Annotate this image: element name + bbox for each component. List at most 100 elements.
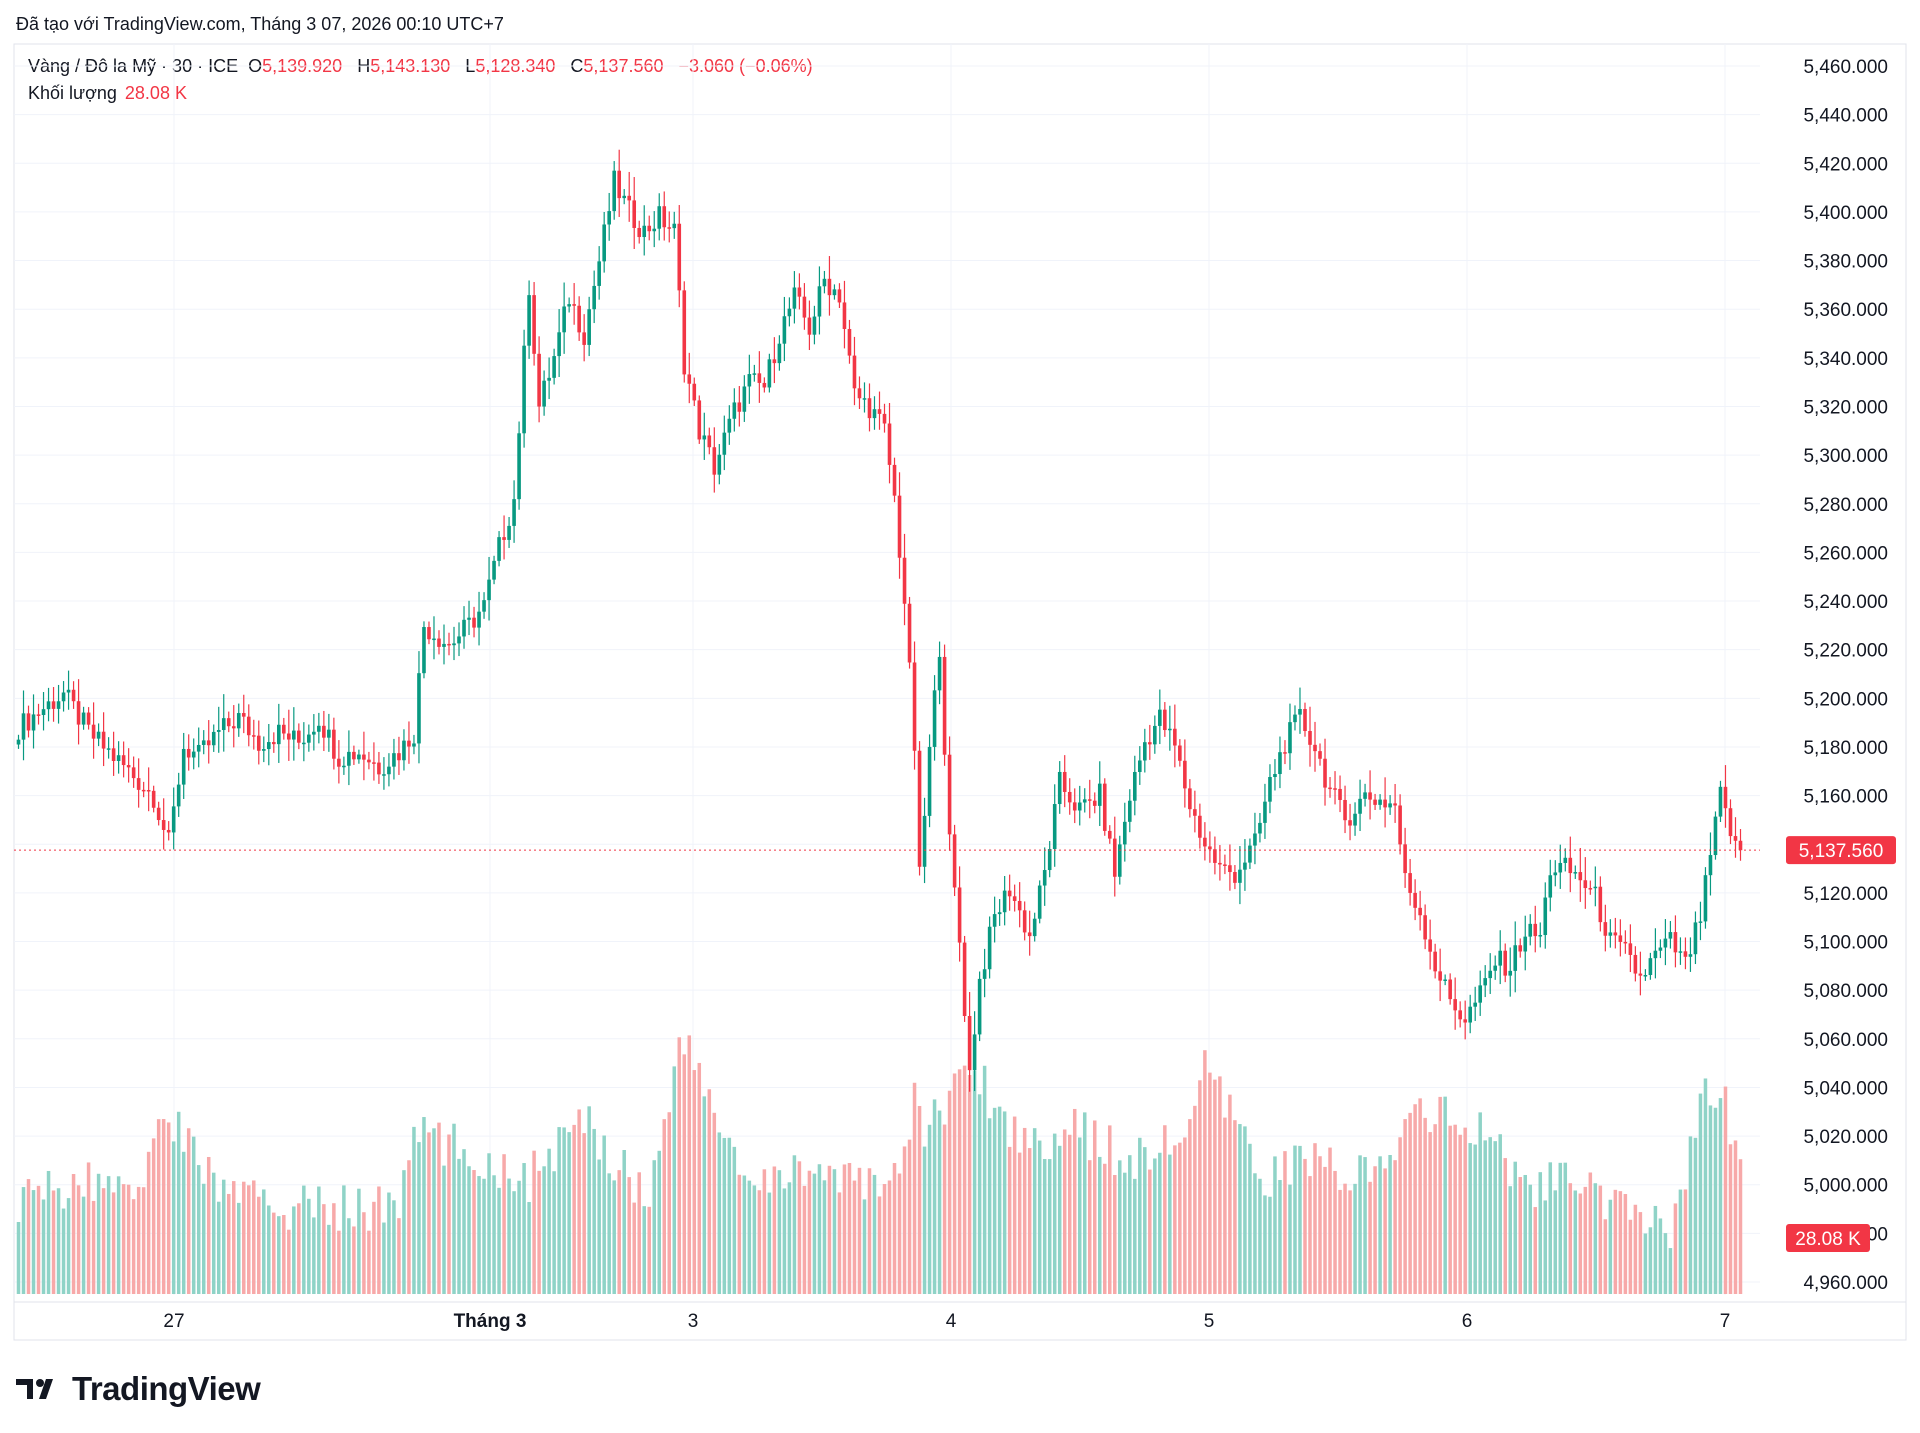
volume-bar bbox=[762, 1169, 767, 1294]
candle-body bbox=[372, 762, 376, 764]
volume-bar bbox=[412, 1126, 416, 1294]
candle-body bbox=[1708, 855, 1713, 876]
volume-bar bbox=[982, 1065, 987, 1294]
volume-bar bbox=[1393, 1160, 1397, 1294]
volume-label[interactable]: Khối lượng bbox=[28, 83, 117, 103]
candle-body bbox=[307, 734, 311, 743]
volume-bar bbox=[562, 1127, 566, 1294]
candle-body bbox=[867, 398, 872, 419]
volume-bar bbox=[1518, 1177, 1522, 1294]
volume-bar bbox=[522, 1163, 526, 1294]
candle-body bbox=[412, 743, 416, 747]
candle-body bbox=[1178, 745, 1182, 761]
volume-bar bbox=[667, 1112, 672, 1294]
candle-body bbox=[51, 701, 56, 709]
candle-body bbox=[607, 211, 611, 225]
volume-bar bbox=[131, 1199, 136, 1294]
candle-body bbox=[427, 627, 431, 640]
volume-bar bbox=[307, 1198, 311, 1294]
volume-bar bbox=[1538, 1172, 1543, 1294]
volume-bar bbox=[852, 1180, 857, 1294]
volume-bar bbox=[592, 1128, 596, 1294]
candle-body bbox=[972, 1034, 977, 1071]
volume-bar bbox=[166, 1122, 171, 1294]
candle-body bbox=[1343, 799, 1347, 821]
candle-body bbox=[201, 740, 206, 745]
volume-bar bbox=[827, 1165, 832, 1294]
volume-bar bbox=[367, 1230, 371, 1294]
volume-bar bbox=[1057, 1145, 1062, 1294]
volume-bar bbox=[732, 1146, 737, 1294]
candle-body bbox=[186, 748, 191, 758]
volume-bar bbox=[1373, 1166, 1377, 1294]
candle-body bbox=[1498, 950, 1503, 966]
candle-body bbox=[352, 751, 356, 760]
volume-bar bbox=[327, 1224, 331, 1294]
volume-bar bbox=[867, 1168, 872, 1294]
volume-bar bbox=[1263, 1195, 1267, 1294]
volume-bar bbox=[41, 1199, 46, 1294]
candle-body bbox=[1022, 910, 1027, 933]
candle-body bbox=[266, 742, 271, 750]
candle-body bbox=[502, 537, 506, 540]
candle-body bbox=[737, 402, 742, 412]
volume-bar bbox=[947, 1090, 952, 1294]
volume-bar bbox=[1503, 1158, 1507, 1294]
y-tick-label: 5,180.000 bbox=[1803, 738, 1888, 759]
candle-body bbox=[1082, 799, 1087, 803]
volume-bar bbox=[237, 1202, 241, 1294]
candle-body bbox=[367, 759, 371, 763]
volume-bar bbox=[1638, 1212, 1643, 1294]
volume-bar bbox=[597, 1159, 601, 1294]
volume-bar bbox=[272, 1212, 276, 1294]
candle-body bbox=[557, 332, 561, 357]
candle-body bbox=[1062, 771, 1067, 792]
volume-bar bbox=[201, 1183, 206, 1294]
volume-bar bbox=[702, 1096, 707, 1294]
volume-bar bbox=[952, 1073, 957, 1294]
candle-body bbox=[697, 400, 702, 440]
candle-body bbox=[942, 656, 947, 755]
candle-body bbox=[567, 304, 571, 307]
tradingview-logo[interactable]: TradingView bbox=[16, 1370, 261, 1408]
volume-bar bbox=[337, 1230, 341, 1294]
volume-bar bbox=[557, 1127, 561, 1294]
candle-body bbox=[116, 755, 121, 762]
candle-body bbox=[1303, 708, 1307, 732]
candle-body bbox=[1037, 885, 1042, 919]
candle-body bbox=[1117, 844, 1122, 877]
candle-body bbox=[447, 643, 451, 646]
candle-body bbox=[1218, 862, 1222, 865]
candle-body bbox=[1052, 804, 1057, 850]
volume-bar bbox=[697, 1062, 702, 1294]
candle-body bbox=[817, 286, 822, 317]
volume-bar bbox=[1673, 1203, 1678, 1294]
candle-body bbox=[757, 373, 762, 383]
volume-bar bbox=[552, 1171, 556, 1294]
candle-body bbox=[322, 725, 326, 738]
candle-body bbox=[1583, 880, 1588, 889]
candle-body bbox=[1668, 932, 1673, 939]
volume-bar bbox=[1258, 1178, 1262, 1294]
volume-bar bbox=[577, 1109, 581, 1294]
candle-body bbox=[617, 170, 622, 199]
volume-bar bbox=[582, 1133, 586, 1294]
volume-bar bbox=[1448, 1125, 1452, 1294]
candle-body bbox=[302, 742, 306, 745]
volume-bar bbox=[347, 1218, 351, 1294]
volume-bar bbox=[216, 1201, 221, 1294]
candle-body bbox=[712, 447, 717, 475]
volume-bar bbox=[267, 1205, 271, 1294]
volume-bar bbox=[317, 1186, 321, 1294]
y-tick-label: 5,420.000 bbox=[1803, 154, 1888, 175]
candle-body bbox=[947, 754, 952, 835]
volume-bar bbox=[1153, 1158, 1157, 1294]
candle-body bbox=[837, 289, 842, 303]
candle-body bbox=[657, 206, 662, 229]
volume-bar bbox=[727, 1137, 732, 1294]
candle-body bbox=[1002, 890, 1007, 913]
volume-bar bbox=[1488, 1137, 1492, 1294]
volume-bar bbox=[1032, 1128, 1037, 1294]
candle-body bbox=[1688, 954, 1693, 957]
